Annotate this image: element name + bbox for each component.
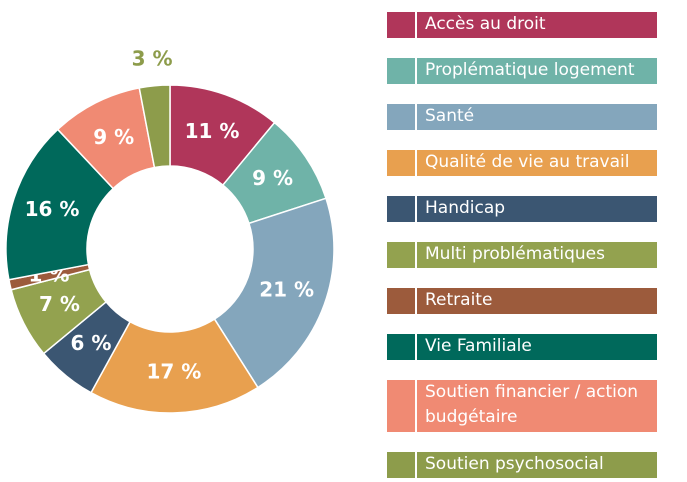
data-label: 6 % [70, 331, 111, 355]
legend-swatch [387, 380, 415, 432]
legend-item: Qualité de vie au travail [387, 150, 687, 176]
legend-swatch [387, 334, 415, 360]
legend-item: Retraite [387, 288, 687, 314]
data-label: 9 % [252, 166, 293, 190]
legend-item: Accès au droit [387, 12, 687, 38]
data-label: 17 % [146, 359, 201, 383]
legend-label: Vie Familiale [417, 334, 657, 360]
legend-label: Qualité de vie au travail [417, 150, 657, 176]
legend-label: Accès au droit [417, 12, 657, 38]
legend-item: Soutien psychosocial [387, 452, 687, 478]
donut-segment [138, 84, 171, 169]
legend-label: Retraite [417, 288, 657, 314]
legend-swatch [387, 242, 415, 268]
chart: 11 %9 %21 %17 %6 %7 %1 %16 %9 %3 % [5, 46, 335, 414]
legend-item: Soutien financier / action budgétaire [387, 380, 687, 432]
legend-label: Handicap [417, 196, 657, 222]
legend-swatch [387, 452, 415, 478]
legend-item: Santé [387, 104, 687, 130]
legend-label: Soutien financier / action budgétaire [417, 380, 657, 432]
legend-swatch [387, 12, 415, 38]
legend-item: Proplématique logement [387, 58, 687, 84]
legend-swatch [387, 58, 415, 84]
data-label: 7 % [39, 292, 80, 316]
donut-segment [89, 318, 259, 414]
donut-segment [5, 128, 115, 281]
data-label: 3 % [132, 46, 173, 70]
legend-swatch [387, 288, 415, 314]
legend-item: Handicap [387, 196, 687, 222]
legend-item: Multi problématiques [387, 242, 687, 268]
data-label: 9 % [93, 125, 134, 149]
legend-label: Multi problématiques [417, 242, 657, 268]
legend-label: Santé [417, 104, 657, 130]
legend-item: Vie Familiale [387, 334, 687, 360]
data-label: 16 % [25, 197, 80, 221]
legend-label: Soutien psychosocial [417, 452, 657, 478]
legend: Accès au droit Proplématique logement Sant… [387, 12, 687, 482]
donut-segment [213, 197, 335, 389]
data-label: 21 % [259, 278, 314, 302]
legend-swatch [387, 104, 415, 130]
legend-label: Proplématique logement [417, 58, 657, 84]
legend-swatch [387, 150, 415, 176]
data-label: 11 % [185, 119, 240, 143]
legend-swatch [387, 196, 415, 222]
